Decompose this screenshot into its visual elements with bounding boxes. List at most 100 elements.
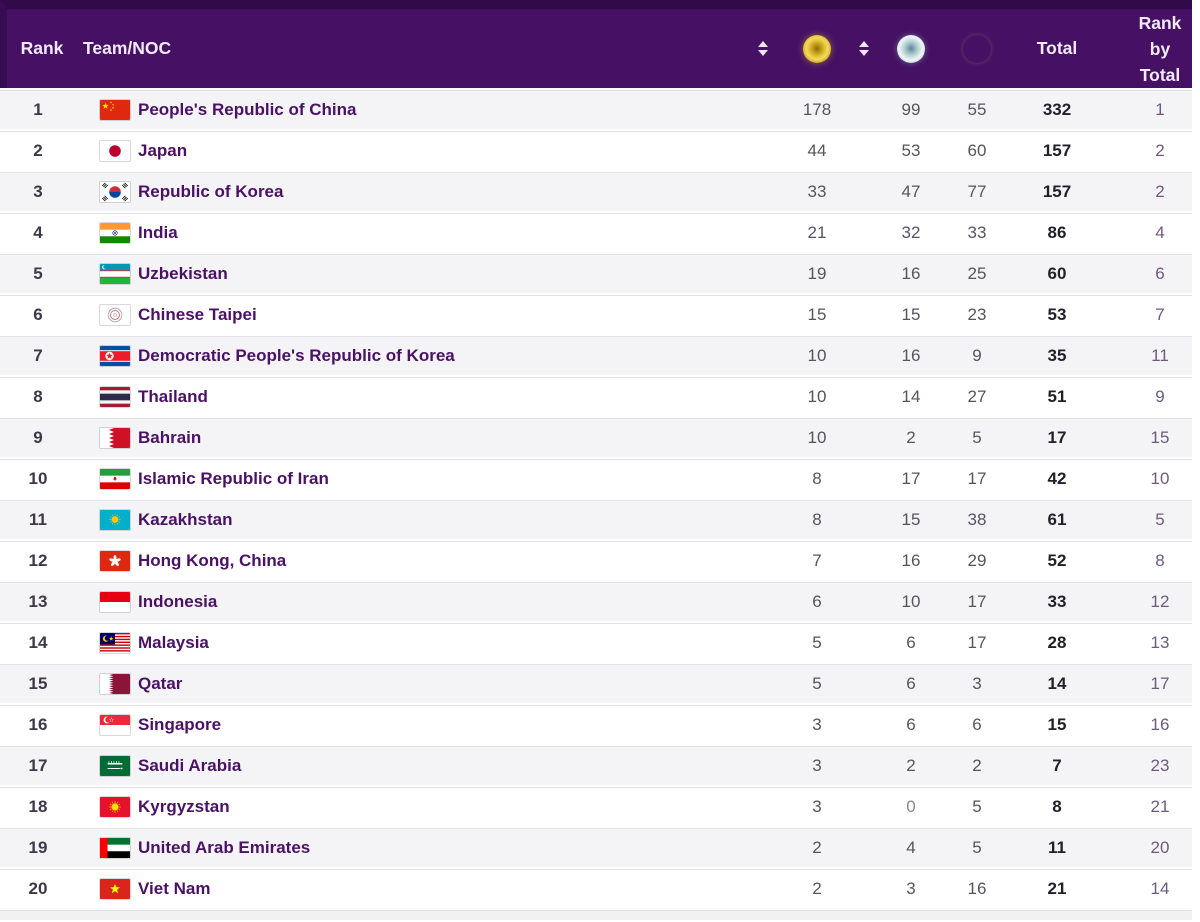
total-count: 157 (1042, 181, 1072, 201)
total-count: 51 (1047, 386, 1067, 406)
team-cell: Democratic People's Republic of Korea (76, 345, 740, 366)
rank-by-total-cell: 6 (1155, 263, 1165, 283)
rank-cell: 17 (28, 755, 48, 775)
rank-by-total-cell: 23 (1150, 755, 1170, 775)
gold-count: 178 (802, 99, 832, 119)
bh-flag-icon (100, 427, 130, 448)
rank-by-total-cell: 16 (1150, 714, 1170, 734)
gold-count: 21 (807, 222, 827, 242)
rank-by-total-cell: 20 (1150, 837, 1170, 857)
silver-count: 6 (906, 632, 916, 652)
total-count: 28 (1047, 632, 1067, 652)
rank-by-total-cell: 12 (1150, 591, 1170, 611)
bronze-count: 27 (967, 386, 987, 406)
team-name: Bahrain (138, 427, 202, 447)
silver-count: 10 (901, 591, 921, 611)
silver-count: 32 (901, 222, 921, 242)
gold-count: 8 (812, 509, 822, 529)
team-noc-column-header: Team/NOC (83, 38, 172, 58)
team-name: People's Republic of China (138, 99, 357, 119)
table-row: 8 Thailand 10 14 27 51 9 (0, 375, 1192, 416)
team-name: Democratic People's Republic of Korea (138, 345, 455, 365)
silver-medal-icon[interactable] (897, 34, 925, 63)
table-body: 1 People's Republic of China 178 99 55 332 1 2 J… (0, 88, 1192, 908)
silver-count: 99 (901, 99, 921, 119)
my-flag-icon (100, 632, 130, 653)
jp-flag-icon (100, 140, 130, 161)
rank-cell: 7 (33, 345, 43, 365)
total-count: 35 (1047, 345, 1067, 365)
sort-arrows-icon[interactable] (859, 41, 869, 56)
in-flag-icon (100, 222, 130, 243)
bronze-count: 16 (967, 878, 987, 898)
table-row: 1 People's Republic of China 178 99 55 332 1 (0, 88, 1192, 129)
team-name: Islamic Republic of Iran (138, 468, 329, 488)
total-column-header[interactable]: Total (1036, 38, 1078, 58)
rank-column-header: Rank (20, 38, 64, 58)
total-count: 8 (1052, 796, 1062, 816)
rank-cell: 16 (28, 714, 48, 734)
team-cell: Kyrgyzstan (76, 796, 740, 817)
table-row: 6 Chinese Taipei 15 15 23 53 7 (0, 293, 1192, 334)
total-count: 21 (1047, 878, 1067, 898)
partial-next-row (0, 910, 1192, 920)
total-count: 15 (1047, 714, 1067, 734)
gold-count: 10 (807, 386, 827, 406)
team-name: India (138, 222, 178, 242)
sort-arrows-icon[interactable] (758, 41, 768, 56)
table-row: 12 Hong Kong, China 7 16 29 52 8 (0, 539, 1192, 580)
rank-by-total-cell: 21 (1150, 796, 1170, 816)
rank-by-total-cell: 2 (1155, 181, 1165, 201)
rank-cell: 8 (33, 386, 43, 406)
bronze-medal-icon[interactable] (963, 35, 991, 63)
team-name: Uzbekistan (138, 263, 228, 283)
gold-count: 19 (807, 263, 827, 283)
bronze-count: 23 (967, 304, 987, 324)
gold-medal-icon[interactable] (803, 34, 831, 63)
rank-by-total-cell: 17 (1150, 673, 1170, 693)
rank-cell: 2 (33, 140, 43, 160)
total-count: 86 (1047, 222, 1067, 242)
team-name: Qatar (138, 673, 183, 693)
gold-count: 15 (807, 304, 827, 324)
rank-cell: 6 (33, 304, 43, 324)
team-cell: Chinese Taipei (76, 304, 740, 325)
silver-count: 0 (906, 796, 916, 816)
table-row: 17 Saudi Arabia 3 2 2 7 23 (0, 744, 1192, 785)
gold-count: 5 (812, 632, 822, 652)
bronze-count: 17 (967, 468, 987, 488)
rank-cell: 12 (28, 550, 48, 570)
silver-count: 47 (901, 181, 921, 201)
gold-count: 44 (807, 140, 827, 160)
team-cell: Bahrain (76, 427, 740, 448)
rank-by-total-column-header[interactable]: Rank by Total (1138, 12, 1182, 85)
team-name: United Arab Emirates (138, 837, 311, 857)
table-row: 14 Malaysia 5 6 17 28 13 (0, 621, 1192, 662)
table-row: 4 India 21 32 33 86 4 (0, 211, 1192, 252)
team-cell: Uzbekistan (76, 263, 740, 284)
table-row: 18 Kyrgyzstan 3 0 5 8 21 (0, 785, 1192, 826)
rank-by-total-cell: 1 (1155, 99, 1165, 119)
team-name: Viet Nam (138, 878, 211, 898)
gold-count: 33 (807, 181, 827, 201)
bronze-count: 9 (972, 345, 982, 365)
gold-count: 6 (812, 591, 822, 611)
table-row: 20 Viet Nam 2 3 16 21 14 (0, 867, 1192, 908)
team-name: Indonesia (138, 591, 218, 611)
team-cell: Republic of Korea (76, 181, 740, 202)
rank-cell: 1 (33, 99, 43, 119)
total-count: 53 (1047, 304, 1067, 324)
total-count: 42 (1047, 468, 1067, 488)
team-cell: Singapore (76, 714, 740, 735)
table-row: 11 Kazakhstan 8 15 38 61 5 (0, 498, 1192, 539)
table-row: 16 Singapore 3 6 6 15 16 (0, 703, 1192, 744)
silver-count: 15 (901, 304, 921, 324)
table-row: 5 Uzbekistan 19 16 25 60 6 (0, 252, 1192, 293)
team-cell: Kazakhstan (76, 509, 740, 530)
table-row: 2 Japan 44 53 60 157 2 (0, 129, 1192, 170)
uz-flag-icon (100, 263, 130, 284)
rank-cell: 20 (28, 878, 48, 898)
ir-flag-icon (100, 468, 130, 489)
gold-count: 2 (812, 878, 822, 898)
sa-flag-icon (100, 755, 130, 776)
